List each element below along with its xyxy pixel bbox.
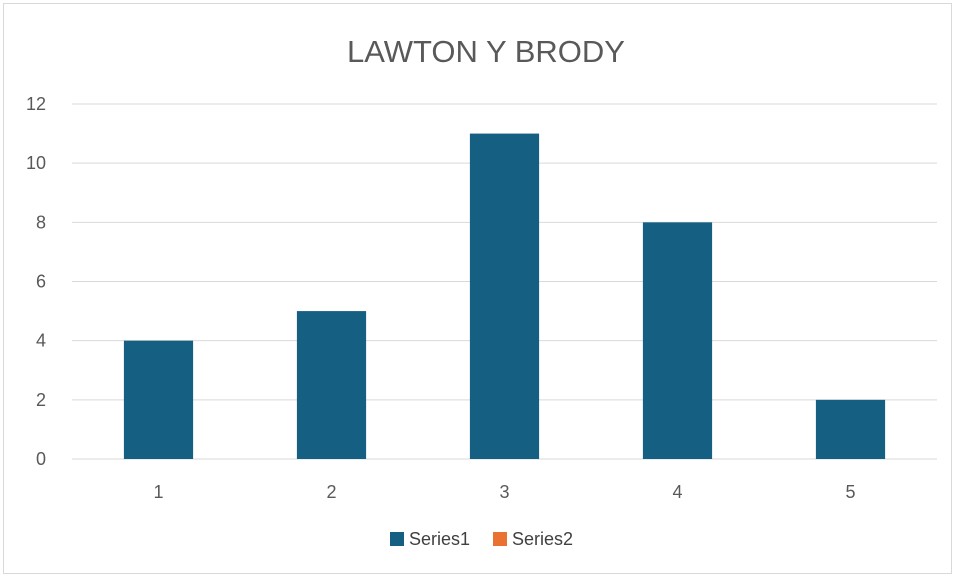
x-tick-label-1: 1	[153, 482, 163, 502]
legend-swatch-series1	[390, 532, 404, 546]
x-axis-ticks: 1 2 3 4 5	[153, 482, 855, 502]
bar-1[interactable]	[123, 340, 194, 459]
bar-5[interactable]	[815, 399, 886, 459]
y-tick-label-5: 10	[26, 153, 46, 173]
bar-3[interactable]	[469, 133, 540, 460]
bar-2[interactable]	[296, 311, 367, 459]
y-tick-label-0: 0	[36, 449, 46, 469]
bar-4[interactable]	[642, 222, 713, 459]
legend-label-series2[interactable]: Series2	[512, 529, 573, 549]
bars	[123, 133, 886, 460]
legend[interactable]: Series1 Series2	[390, 529, 573, 549]
x-tick-label-5: 5	[845, 482, 855, 502]
legend-swatch-series2	[493, 532, 507, 546]
x-tick-label-4: 4	[672, 482, 682, 502]
y-axis-ticks: 0 2 4 6 8 10 12	[26, 94, 46, 469]
x-tick-label-2: 2	[326, 482, 336, 502]
legend-label-series1[interactable]: Series1	[409, 529, 470, 549]
y-tick-label-6: 12	[26, 94, 46, 114]
chart-title: LAWTON Y BRODY	[347, 34, 625, 69]
y-tick-label-3: 6	[36, 272, 46, 292]
x-tick-label-3: 3	[499, 482, 509, 502]
y-tick-label-4: 8	[36, 212, 46, 232]
y-tick-label-2: 4	[36, 331, 46, 351]
y-tick-label-1: 2	[36, 390, 46, 410]
